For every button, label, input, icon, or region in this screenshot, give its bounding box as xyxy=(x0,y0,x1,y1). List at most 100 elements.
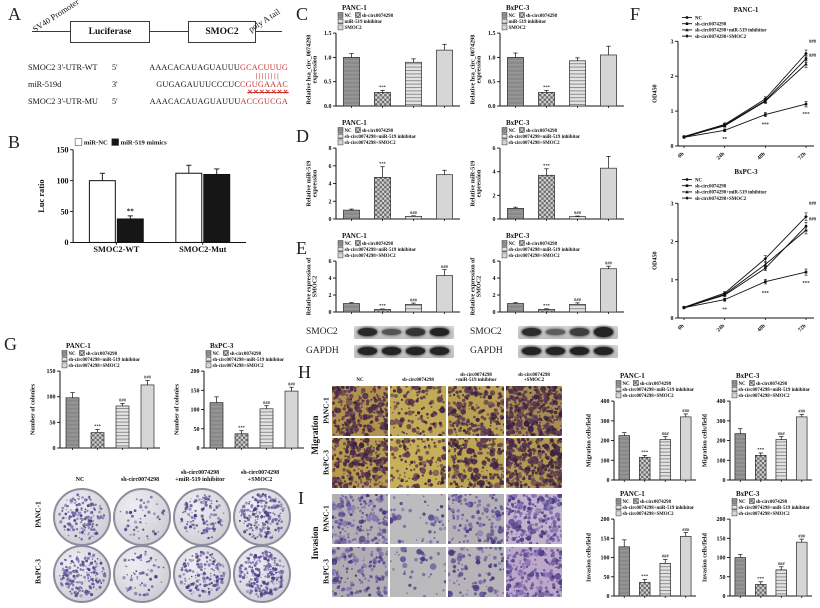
legend-item: sh-circ0074298+SMOC2 xyxy=(501,252,560,259)
chart-migration-bxpc3: BxPC-3 NC sh-circ0074298 sh-circ0074298+miR… xyxy=(702,370,816,490)
bar xyxy=(175,172,203,243)
colony-plate xyxy=(113,488,171,546)
luciferase-box: Luciferase xyxy=(70,21,150,43)
svg-text:miR-519 inhibitor: miR-519 inhibitor xyxy=(345,20,383,25)
wb-band xyxy=(594,346,613,356)
migration-image xyxy=(448,386,504,436)
svg-text:100: 100 xyxy=(47,395,56,401)
chart-mir519-bxpc3: BxPC-3 NC sh-circ0074298 sh-circ0074298+miR… xyxy=(470,117,628,229)
legend-item: sh-circ0074298 xyxy=(749,380,788,387)
colony-col-label-sh: sh-circ0074298 xyxy=(120,477,160,484)
migration-col-label-sh: sh-circ0074298 xyxy=(402,378,434,384)
svg-text:sh-circ0074298: sh-circ0074298 xyxy=(526,14,558,19)
bar xyxy=(680,536,692,597)
wb-band xyxy=(522,327,541,337)
svg-text:###: ### xyxy=(809,218,817,223)
series-line xyxy=(683,58,807,138)
colony-col-label-smoc2: sh-circ0074298 +SMOC2 xyxy=(240,470,280,484)
svg-text:sh-circ0074298: sh-circ0074298 xyxy=(362,242,394,247)
legend-item: NC xyxy=(501,240,517,247)
colony-plate xyxy=(233,488,291,546)
bar xyxy=(538,309,555,313)
svg-text:NC: NC xyxy=(509,242,517,247)
svg-text:Relative miR-519: Relative miR-519 xyxy=(470,161,477,207)
legend-item: sh-circ0074298+SMOC2 xyxy=(501,139,560,146)
migration-image xyxy=(390,386,446,436)
legend-item: SMOC2 xyxy=(337,24,363,31)
bar xyxy=(618,546,630,597)
legend-item: NC xyxy=(615,498,630,505)
legend-item: sh-circ0074298+miR-519 inhibitor xyxy=(501,246,581,253)
svg-text:50: 50 xyxy=(50,420,56,426)
wb-band xyxy=(594,327,613,337)
svg-text:6: 6 xyxy=(493,146,496,152)
wb-smoc2-label: SMOC2 xyxy=(306,327,338,337)
svg-text:**: ** xyxy=(722,137,727,142)
svg-text:sh-circ0074298: sh-circ0074298 xyxy=(86,352,118,357)
svg-text:6: 6 xyxy=(329,259,332,265)
svg-text:4: 4 xyxy=(329,182,332,188)
wb-band xyxy=(430,327,449,337)
colony-row-label-panc1: PANC-1 xyxy=(33,501,43,528)
chart-svg-G2: BxPC-3 NC sh-circ0074298sh-circ0074298+miR… xyxy=(174,342,304,452)
svg-text:SMOC2: SMOC2 xyxy=(345,26,363,31)
bar xyxy=(436,174,453,220)
legend-item: sh-circ0074298 xyxy=(519,127,558,134)
svg-text:PANC-1: PANC-1 xyxy=(342,4,367,12)
chart-luciferase-ratio: miR-NC miR-519 mimics 0 50 100 150 Luc ratio **… xyxy=(37,136,250,260)
wb-band xyxy=(358,346,377,356)
svg-text:sh-circ0074298+miR-519 inhibit: sh-circ0074298+miR-519 inhibitor xyxy=(623,388,695,393)
migration-row-label-panc1: PANC-1 xyxy=(321,397,331,424)
svg-text:0: 0 xyxy=(329,217,332,223)
svg-text:sh-circ0074298: sh-circ0074298 xyxy=(640,382,672,387)
seq-mir-end: 3' xyxy=(112,80,118,89)
wb-band xyxy=(382,346,401,356)
svg-text:150: 150 xyxy=(56,145,68,154)
svg-text:100: 100 xyxy=(191,408,200,414)
svg-text:2: 2 xyxy=(329,293,332,299)
svg-text:Relative expression of: Relative expression of xyxy=(470,257,477,316)
western-blot-panc1: SMOC2 GAPDH xyxy=(306,324,462,362)
bar xyxy=(88,180,116,243)
svg-text:Migration cells/field: Migration cells/field xyxy=(702,413,709,467)
svg-text:sh-circ0074298+SMOC2: sh-circ0074298+SMOC2 xyxy=(623,394,675,399)
legend-item: sh-circ0074298+miR-519 inhibitor xyxy=(205,356,285,363)
chart-circ-expression-panc1: PANC-1 NC sh-circ0074298 miR-519 inhibitor S… xyxy=(306,2,464,116)
migration-image xyxy=(448,438,504,488)
svg-text:***: *** xyxy=(543,85,551,90)
bar xyxy=(618,435,630,481)
svg-text:###: ### xyxy=(809,54,817,59)
svg-text:48h: 48h xyxy=(756,323,766,333)
svg-text:0.5: 0.5 xyxy=(488,80,496,86)
series-line xyxy=(683,63,807,138)
bar xyxy=(343,209,360,220)
legend-item: sh-circ0074298 xyxy=(355,12,394,19)
svg-text:0h: 0h xyxy=(677,151,685,159)
legend-item: NC xyxy=(682,178,703,183)
invasion-image xyxy=(448,494,504,544)
panel-f-label: F xyxy=(630,4,641,24)
svg-text:###: ### xyxy=(288,381,296,386)
svg-text:0: 0 xyxy=(329,310,332,316)
svg-text:sh-circ0074298+miR-519 inhibit: sh-circ0074298+miR-519 inhibitor xyxy=(739,388,811,393)
svg-text:sh-circ0074298: sh-circ0074298 xyxy=(756,382,788,387)
svg-text:72h: 72h xyxy=(797,151,807,161)
chart-migration-panc1: PANC-1 NC sh-circ0074298 sh-circ0074298+miR… xyxy=(586,370,700,490)
svg-text:200: 200 xyxy=(191,369,200,375)
legend-item: sh-circ0074298 xyxy=(519,12,558,19)
svg-text:###: ### xyxy=(662,431,670,436)
legend-item: sh-circ0074298+SMOC2 xyxy=(682,34,747,40)
svg-text:2: 2 xyxy=(493,293,496,299)
svg-text:Relative hsa_circ_0074298: Relative hsa_circ_0074298 xyxy=(306,35,313,105)
svg-text:1: 1 xyxy=(671,109,674,115)
svg-text:***: *** xyxy=(543,303,551,308)
svg-text:4: 4 xyxy=(329,276,332,282)
svg-text:48h: 48h xyxy=(756,151,766,161)
panel-c-label: C xyxy=(296,4,309,24)
bar xyxy=(203,173,231,243)
svg-text:Number of colonies: Number of colonies xyxy=(30,383,37,435)
wb-gapdh-strip xyxy=(518,344,618,358)
svg-text:sh-circ0074298: sh-circ0074298 xyxy=(695,185,727,190)
svg-text:100: 100 xyxy=(601,458,610,464)
chart-svg-B: miR-NC miR-519 mimics 0 50 100 150 Luc ratio **… xyxy=(37,138,246,254)
